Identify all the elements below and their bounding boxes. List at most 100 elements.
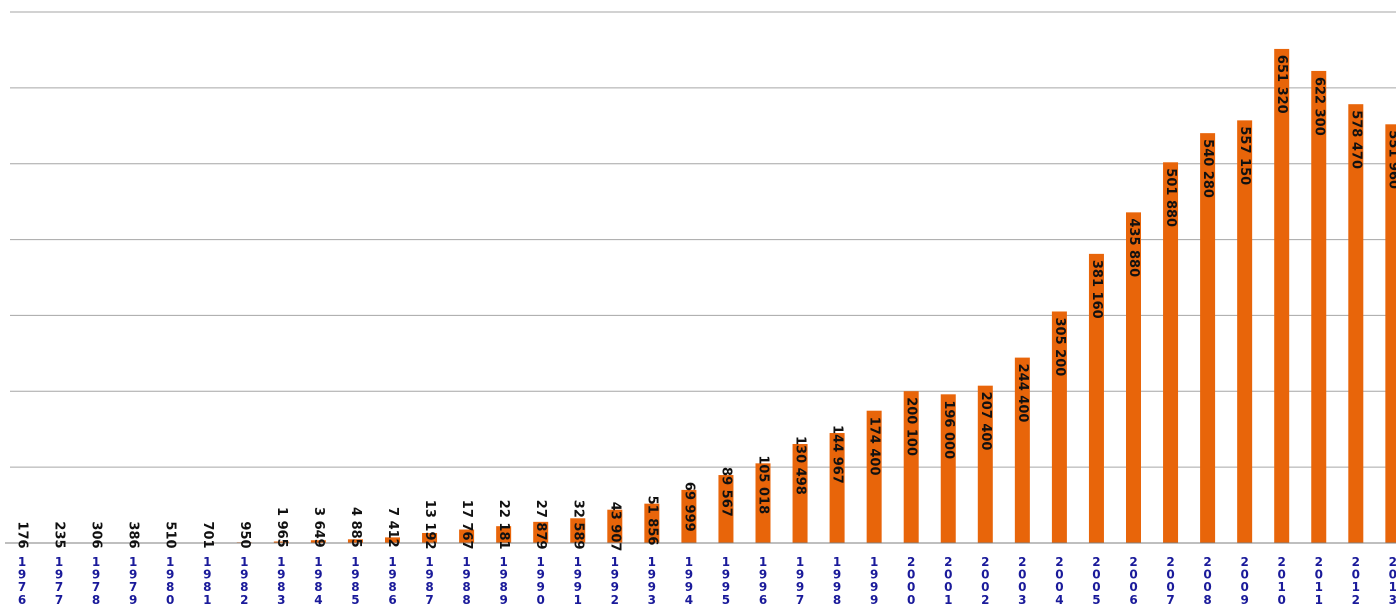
bar-1996 — [755, 463, 771, 543]
bar-2006 — [1126, 212, 1141, 543]
bar-1998 — [829, 433, 845, 543]
bar-2005 — [1088, 253, 1104, 543]
bar-1989 — [496, 526, 512, 543]
bar-2004 — [1051, 311, 1067, 543]
bar-2009 — [1237, 120, 1253, 543]
value-label-1995: 89 567 — [718, 467, 733, 517]
bar-2012 — [1348, 104, 1364, 544]
bar-1983 — [273, 541, 289, 543]
bar-2003 — [1014, 357, 1030, 543]
value-labels: 176 235 306 386 510 701 950 1 965 3 649 4 885 7 41… — [15, 55, 1396, 552]
value-label-2002: 207 400 — [978, 392, 993, 451]
bar-2000 — [903, 391, 919, 543]
value-label-2001: 196 000 — [941, 400, 956, 459]
x-tick-labels: 1 9 7 6 1 9 7 7 1 9 7 8 1 9 7 9 1 9 8 0 1 9 8 1 1 9 8 2 1 9 8 3 1 9 8 4 1 9 8 5… — [18, 555, 1396, 607]
value-label-2005: 381 160 — [1089, 260, 1104, 319]
value-label-1982: 950 — [237, 521, 252, 548]
bar-1986 — [385, 537, 400, 543]
bar-1997 — [792, 444, 808, 543]
value-label-2007: 501 880 — [1163, 168, 1178, 227]
bar-1985 — [347, 539, 363, 543]
value-label-1977: 235 — [52, 521, 67, 548]
value-label-1998: 144 967 — [830, 425, 845, 484]
value-label-1999: 174 400 — [867, 417, 882, 476]
bar-2002 — [977, 385, 993, 543]
value-label-1992: 43 907 — [607, 502, 622, 552]
value-label-1994: 69 999 — [681, 482, 696, 532]
value-label-2006: 435 880 — [1126, 218, 1141, 277]
value-label-2012: 578 470 — [1348, 110, 1363, 169]
value-label-1986: 7 412 — [385, 507, 400, 548]
value-label-2013: 551 960 — [1385, 130, 1396, 189]
value-label-1996: 105 018 — [756, 455, 771, 514]
value-label-1990: 27 879 — [533, 500, 548, 550]
value-label-2003: 244 400 — [1015, 364, 1030, 423]
bar-1992 — [607, 509, 623, 543]
value-label-1976: 176 — [15, 521, 30, 548]
bar-1984 — [310, 540, 326, 543]
value-label-1983: 1 965 — [274, 507, 289, 548]
bar-1991 — [570, 518, 586, 543]
value-label-1979: 386 — [126, 521, 141, 548]
bar-1987 — [422, 532, 438, 543]
bar-1990 — [533, 521, 549, 543]
value-label-2009: 557 150 — [1237, 126, 1252, 185]
gridlines — [10, 11, 1396, 468]
bar-1993 — [644, 503, 660, 543]
bar-2011 — [1311, 70, 1327, 543]
bar-1999 — [866, 410, 882, 543]
value-label-1989: 22 181 — [496, 500, 511, 550]
bar-2008 — [1200, 133, 1216, 543]
bar-2007 — [1163, 162, 1179, 543]
value-label-1997: 130 498 — [793, 436, 808, 495]
value-label-1985: 4 885 — [348, 507, 363, 548]
bars — [14, 48, 1396, 544]
value-label-1987: 13 192 — [422, 500, 437, 550]
bar-1988 — [459, 529, 475, 543]
bar-2010 — [1274, 48, 1290, 544]
value-label-2000: 200 100 — [904, 397, 919, 456]
bar-1994 — [681, 489, 697, 543]
value-label-2010: 651 320 — [1274, 55, 1289, 114]
bar-2001 — [940, 394, 956, 543]
value-label-1981: 701 — [200, 521, 215, 548]
value-label-1988: 17 767 — [459, 500, 474, 550]
